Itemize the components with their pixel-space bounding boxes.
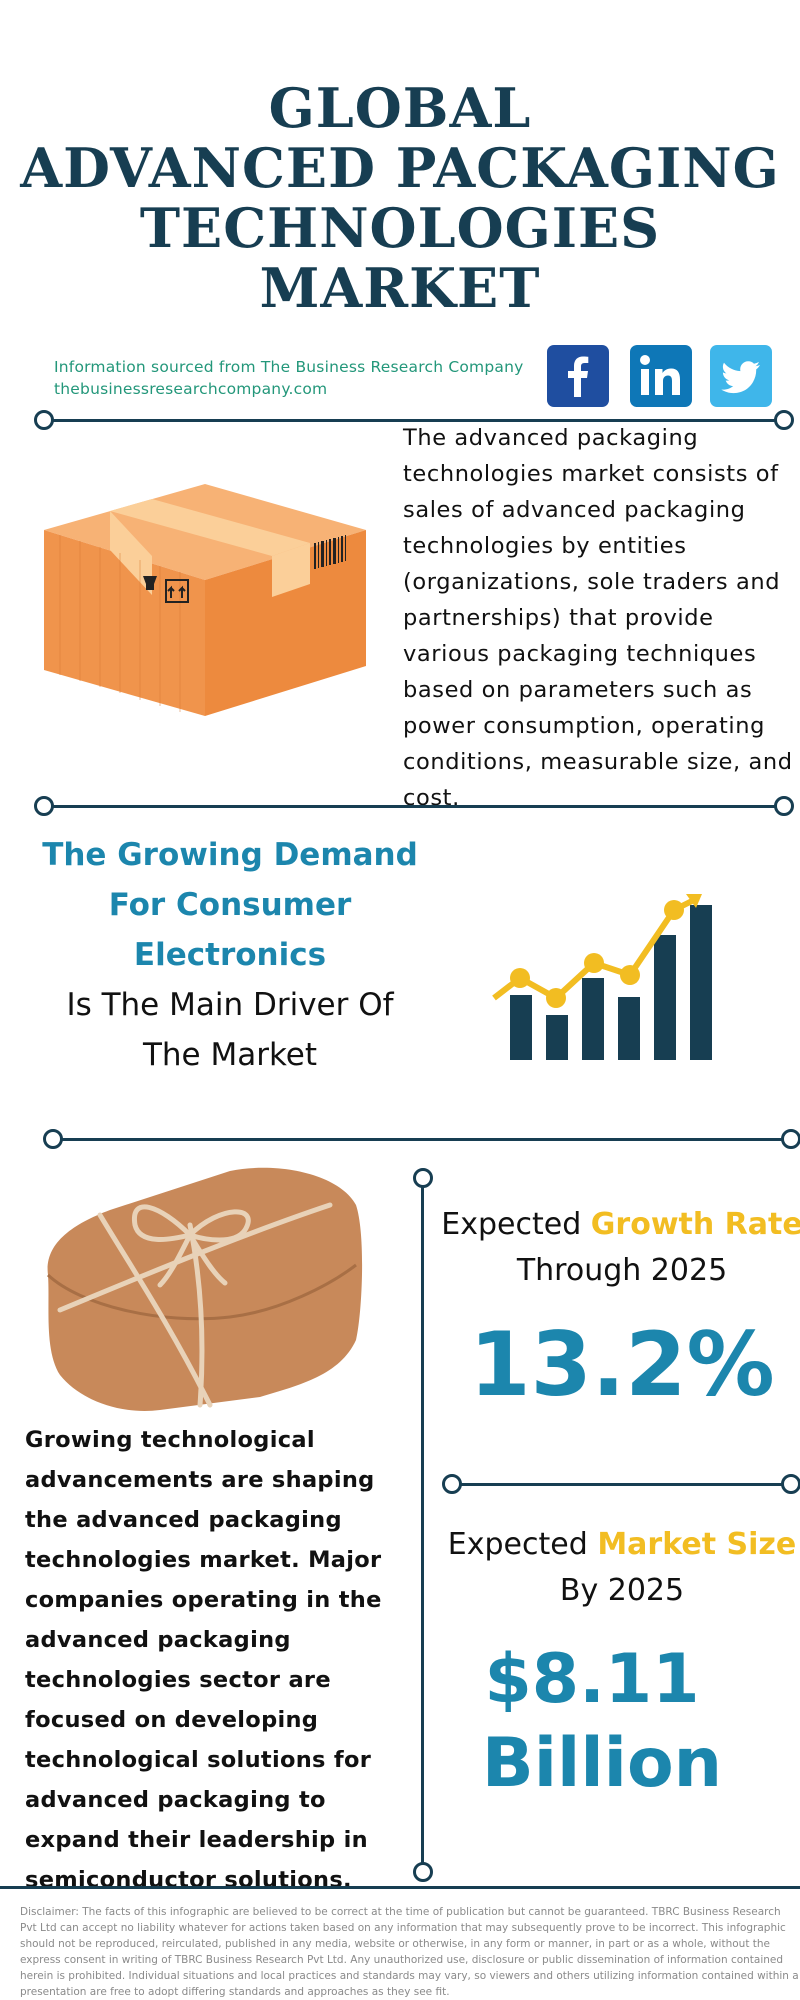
footer-divider <box>0 1886 800 1889</box>
growth-label-prefix: Expected <box>441 1207 591 1242</box>
market-size-unit: Billion <box>481 1724 723 1803</box>
market-label-highlight: Market Size <box>597 1527 797 1562</box>
title-line-2: ADVANCED PACKAGING <box>20 136 780 200</box>
divider-dot <box>34 796 54 816</box>
title-line-4: MARKET <box>259 256 541 320</box>
facebook-icon[interactable] <box>547 345 609 407</box>
market-label-suffix: By 2025 <box>559 1573 685 1608</box>
driver-highlight: The Growing Demand For Consumer Electron… <box>42 837 418 973</box>
linkedin-icon[interactable] <box>630 345 692 407</box>
divider-top <box>44 419 784 422</box>
market-size-amount: $8.11 <box>484 1640 700 1719</box>
divider-dot <box>442 1474 462 1494</box>
market-driver: The Growing Demand For Consumer Electron… <box>40 830 420 1080</box>
vertical-divider <box>421 1178 424 1872</box>
cardboard-box-illustration <box>44 484 366 716</box>
market-size-value: $8.11 Billion <box>432 1638 800 1806</box>
growth-chart-icon <box>492 894 712 1060</box>
divider-dot <box>781 1474 800 1494</box>
divider-dot <box>774 410 794 430</box>
wrapped-parcel-illustration <box>46 1167 363 1411</box>
growth-rate-label: Expected Growth Rate Through 2025 <box>432 1202 800 1294</box>
growth-label-suffix: Through 2025 <box>516 1253 728 1288</box>
source-website-link[interactable]: thebusinessresearchcompany.com <box>54 380 328 398</box>
market-size-label: Expected Market Size By 2025 <box>432 1522 800 1614</box>
divider-stats <box>461 1483 791 1486</box>
divider-dot <box>43 1129 63 1149</box>
page-title: GLOBAL ADVANCED PACKAGING TECHNOLOGIES M… <box>0 78 800 318</box>
divider-dot <box>34 410 54 430</box>
title-line-3: TECHNOLOGIES <box>139 196 661 260</box>
divider-dot <box>781 1129 800 1149</box>
source-info: Information sourced from The Business Re… <box>54 356 523 400</box>
trend-description: Growing technological advancements are s… <box>25 1427 382 1893</box>
divider-dot <box>413 1862 433 1882</box>
source-line: Information sourced from The Business Re… <box>54 358 524 376</box>
twitter-icon[interactable] <box>710 345 772 407</box>
growth-rate-value: 13.2% <box>469 1313 775 1416</box>
growth-label-highlight: Growth Rate <box>590 1207 800 1242</box>
divider-dot <box>413 1168 433 1188</box>
disclaimer: Disclaimer: The facts of this infographi… <box>20 1906 799 1998</box>
driver-text: Is The Main Driver Of The Market <box>66 987 394 1073</box>
divider-lower <box>52 1138 790 1141</box>
market-label-prefix: Expected <box>447 1527 598 1562</box>
title-line-1: GLOBAL <box>268 76 532 140</box>
divider-middle <box>44 805 784 808</box>
market-description: The advanced packaging technologies mark… <box>403 425 793 811</box>
divider-dot <box>774 796 794 816</box>
